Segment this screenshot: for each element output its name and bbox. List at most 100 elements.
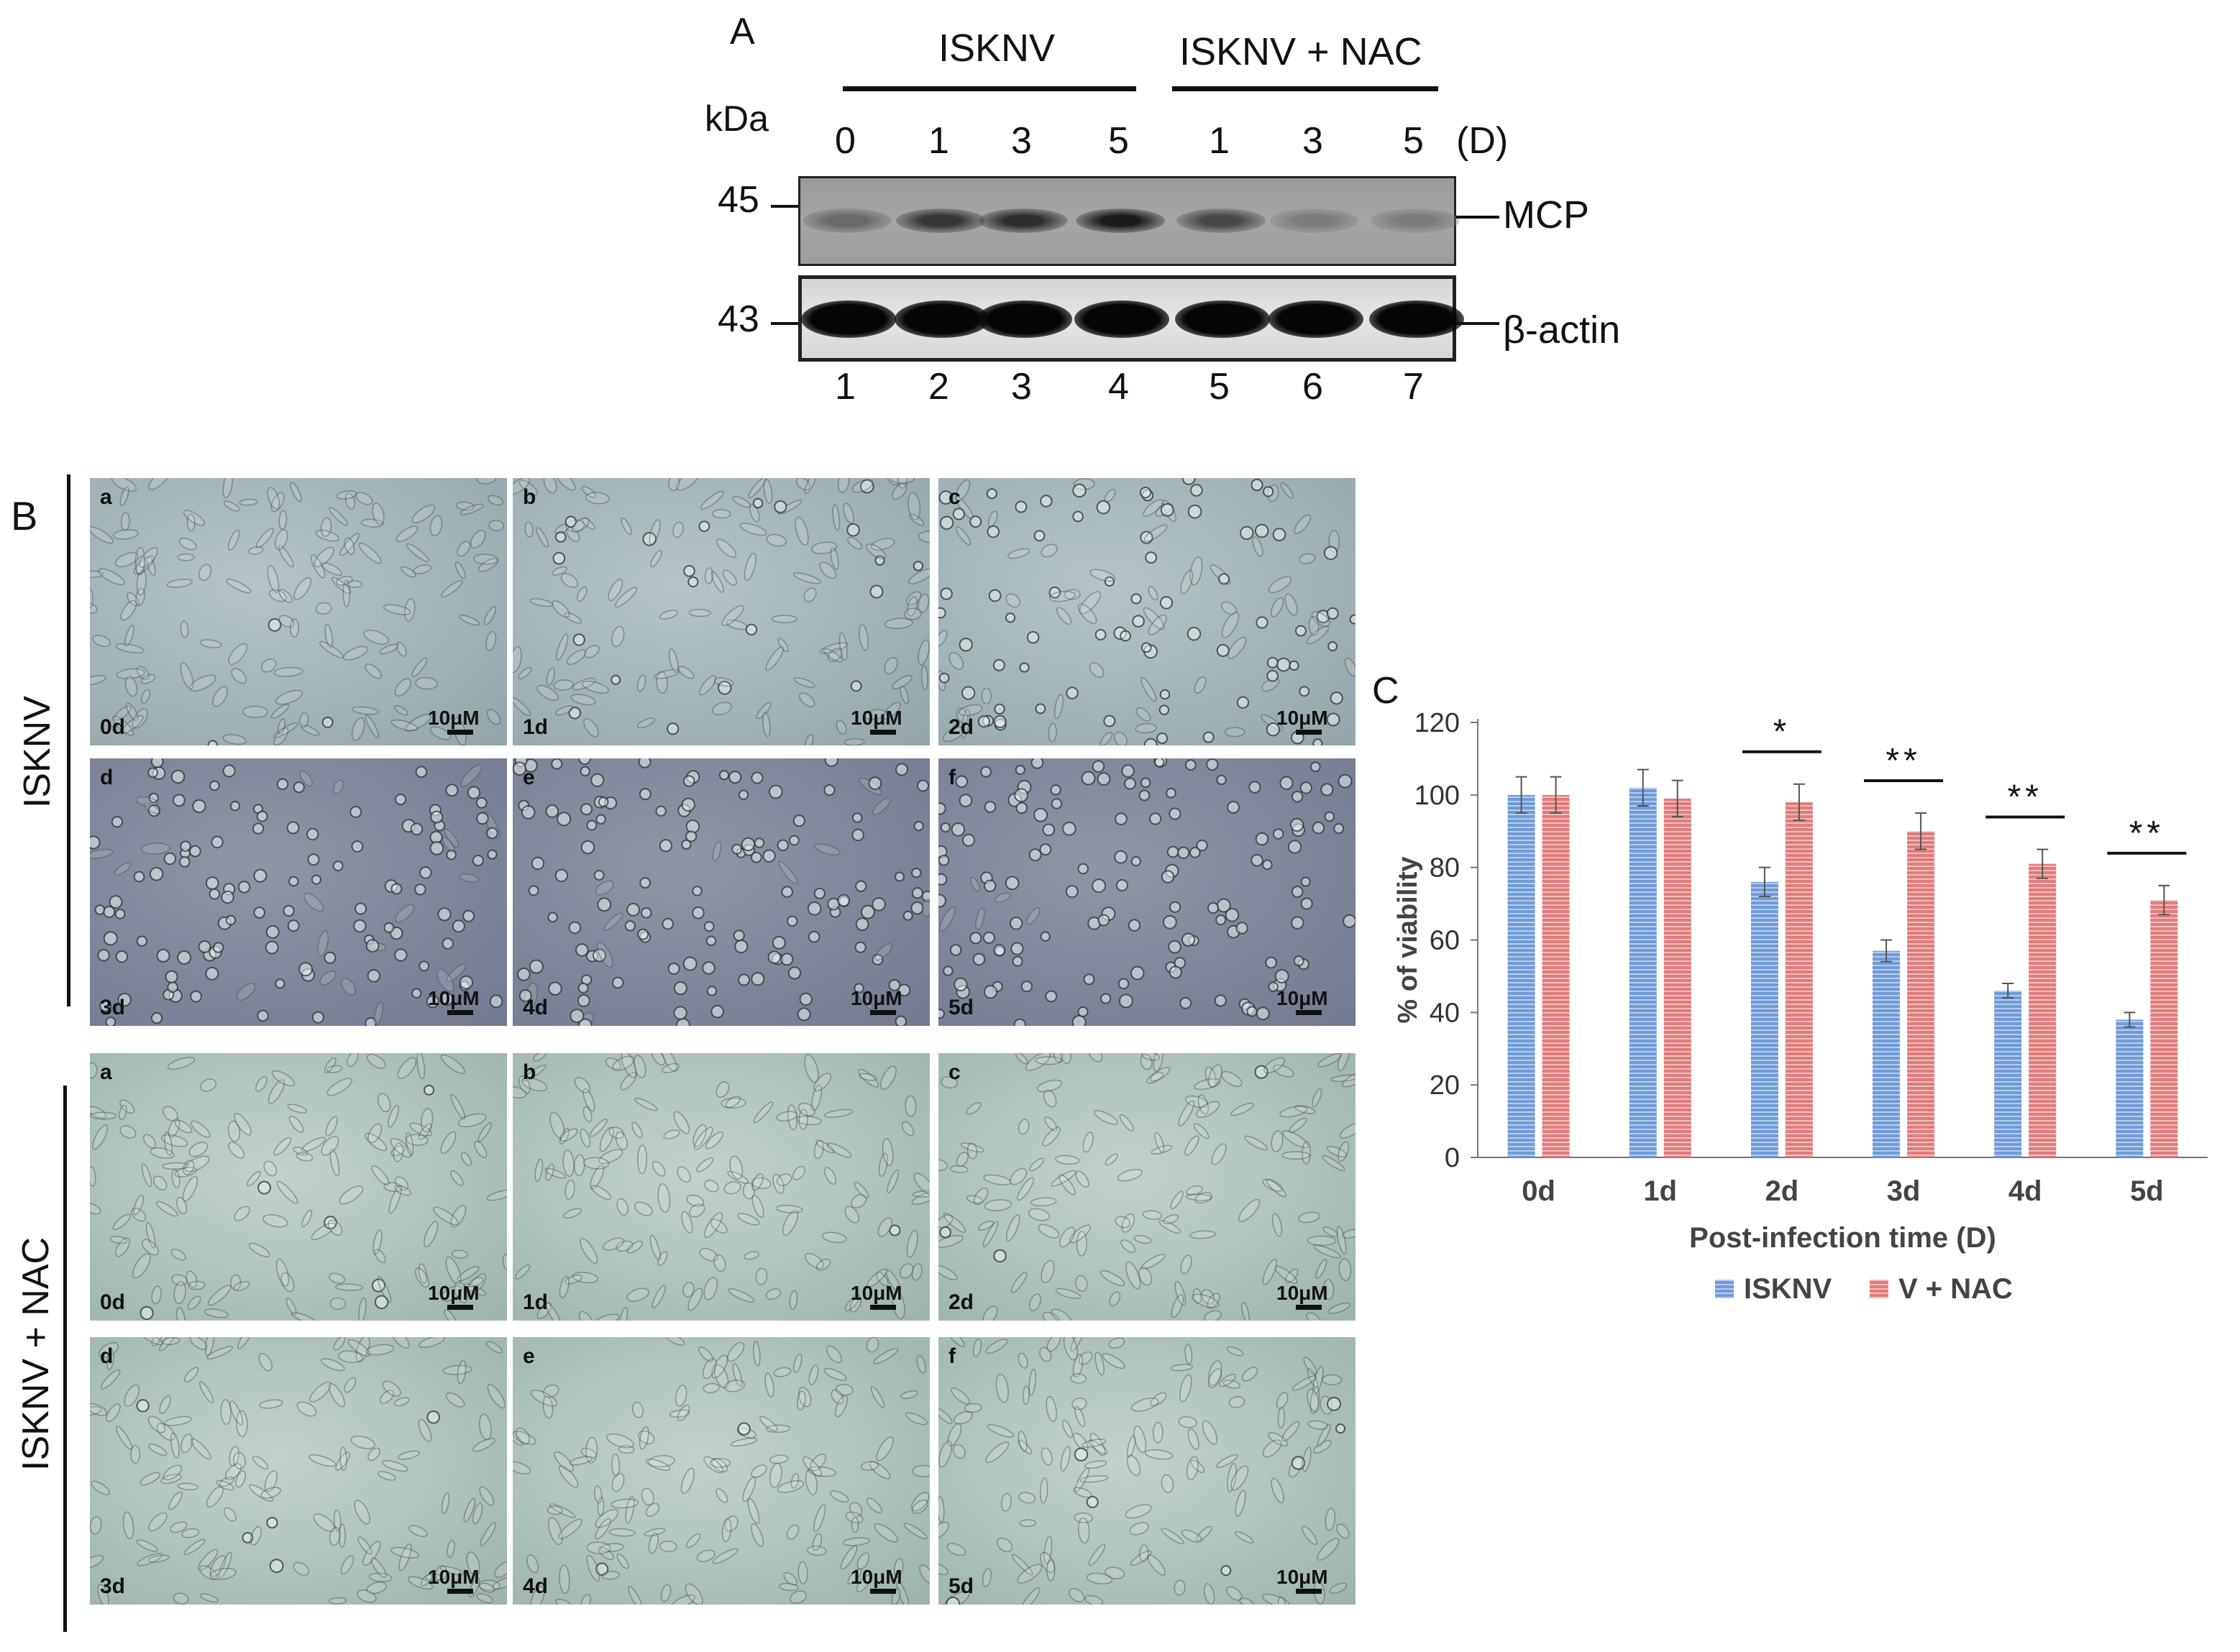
scale-label: 10μM bbox=[428, 1282, 480, 1304]
legend-label: V + NAC bbox=[1898, 1273, 2013, 1305]
cell-texture bbox=[90, 1337, 507, 1605]
actin-marker-line bbox=[1456, 322, 1499, 325]
scale-bar bbox=[870, 1589, 896, 1594]
micrograph-letter: c bbox=[948, 1060, 961, 1084]
micrograph-time: 2d bbox=[948, 1290, 974, 1314]
micrograph-time: 5d bbox=[948, 1574, 974, 1598]
bar-v-nac bbox=[2150, 900, 2178, 1157]
scale-label: 10μM bbox=[428, 707, 480, 729]
micrograph-isknv-c: c 2d 10μM bbox=[938, 478, 1356, 745]
significance-marker: ** bbox=[2008, 778, 2043, 816]
lane-number: 5 bbox=[1209, 366, 1230, 408]
actin-blot bbox=[798, 275, 1464, 362]
bar-v-nac bbox=[1785, 802, 1813, 1157]
bar-isknv bbox=[1750, 881, 1778, 1157]
lane-number: 2 bbox=[928, 366, 949, 408]
y-tick-label: 80 bbox=[1430, 853, 1460, 884]
micrograph-nac-f: f 5d 10μM bbox=[938, 1337, 1356, 1605]
scale-label: 10μM bbox=[851, 987, 902, 1009]
micrograph-letter: e bbox=[523, 1344, 535, 1368]
bar-isknv bbox=[1629, 787, 1657, 1157]
bar-isknv bbox=[1994, 991, 2022, 1157]
mw-45: 45 bbox=[718, 179, 759, 221]
mcp-band bbox=[1176, 208, 1266, 233]
scale-bar bbox=[1296, 1589, 1322, 1594]
actin-label: β-actin bbox=[1503, 308, 1621, 352]
cell-texture bbox=[90, 1053, 507, 1321]
legend-swatch bbox=[1715, 1280, 1734, 1298]
micrograph-isknv-a: a 0d 10μM bbox=[90, 478, 507, 745]
x-tick-label: 1d bbox=[1643, 1175, 1677, 1207]
micrograph-letter: f bbox=[948, 766, 956, 789]
micrograph-time: 0d bbox=[100, 715, 126, 739]
actin-band bbox=[1175, 300, 1270, 338]
scale-bar bbox=[1296, 1010, 1322, 1015]
x-tick-label: 4d bbox=[2008, 1175, 2042, 1207]
micrograph-time: 4d bbox=[523, 1574, 549, 1598]
cell-texture bbox=[513, 1337, 930, 1605]
mw-tick-45 bbox=[771, 205, 800, 208]
cell-texture bbox=[90, 758, 503, 1026]
cell-texture bbox=[513, 478, 930, 745]
panel-a-letter: A bbox=[730, 11, 755, 52]
micrograph-letter: b bbox=[523, 485, 536, 509]
scale-bar bbox=[870, 1010, 896, 1015]
significance-marker: ** bbox=[2129, 814, 2164, 853]
day-label: 3 bbox=[1302, 120, 1323, 162]
y-tick-label: 120 bbox=[1414, 708, 1460, 738]
scale-label: 10μM bbox=[1276, 707, 1328, 729]
lane-number: 3 bbox=[1011, 366, 1032, 408]
scale-label: 10μM bbox=[851, 707, 902, 729]
day-label: 0 bbox=[835, 120, 856, 162]
micrograph-nac-a: a 0d 10μM bbox=[90, 1053, 507, 1321]
cell-texture bbox=[938, 1337, 1350, 1605]
micrograph-isknv-f: f 5d 10μM bbox=[938, 758, 1356, 1026]
day-label: 1 bbox=[928, 120, 949, 162]
viability-chart: 0 20 40 60 80 100 120 0d 1d 2d * 3d ** 4d ** 5d ** Post-i… bbox=[1393, 708, 2208, 1305]
scale-bar bbox=[870, 730, 896, 735]
lane-number: 4 bbox=[1108, 366, 1129, 408]
cell-texture bbox=[513, 1053, 930, 1321]
y-tick-label: 60 bbox=[1430, 926, 1460, 956]
micrograph-isknv-e: e 4d 10μM bbox=[513, 758, 930, 1026]
micrograph-letter: d bbox=[100, 766, 114, 789]
lane-number: 6 bbox=[1302, 366, 1323, 408]
scale-bar bbox=[447, 1589, 473, 1594]
x-tick-label: 3d bbox=[1887, 1175, 1921, 1207]
group1-vline bbox=[67, 474, 70, 1006]
micrograph-isknv-d: d 3d 10μM bbox=[90, 758, 507, 1026]
scale-bar bbox=[1296, 730, 1322, 735]
scale-bar bbox=[447, 1305, 473, 1310]
y-tick-label: 20 bbox=[1430, 1070, 1460, 1101]
legend-label: ISKNV bbox=[1744, 1273, 1832, 1305]
micrograph-time: 1d bbox=[523, 715, 549, 739]
significance-marker: ** bbox=[1885, 742, 1921, 780]
mw-43: 43 bbox=[718, 298, 759, 340]
day-label: 1 bbox=[1209, 120, 1230, 162]
actin-band bbox=[1074, 300, 1169, 338]
x-tick-label: 5d bbox=[2130, 1175, 2164, 1207]
scale-label: 10μM bbox=[428, 1566, 480, 1588]
micrograph-time: 0d bbox=[100, 1290, 126, 1314]
cell-texture bbox=[938, 758, 1356, 1026]
panel-b-letter: B bbox=[11, 493, 38, 538]
scale-label: 10μM bbox=[1276, 987, 1328, 1009]
group2-vline bbox=[63, 1086, 67, 1632]
y-tick-label: 40 bbox=[1430, 998, 1460, 1028]
bar-v-nac bbox=[2029, 863, 2057, 1157]
scale-bar bbox=[447, 730, 473, 735]
actin-band bbox=[1268, 300, 1363, 338]
micrograph-time: 5d bbox=[948, 996, 974, 1019]
scale-bar bbox=[447, 1010, 473, 1015]
group1-bracket bbox=[843, 86, 1136, 91]
micrograph-time: 3d bbox=[100, 1574, 126, 1598]
bar-v-nac bbox=[1907, 831, 1935, 1157]
lane-number: 1 bbox=[835, 366, 856, 408]
mcp-band bbox=[1270, 208, 1359, 233]
mcp-band bbox=[896, 208, 985, 233]
mcp-label: MCP bbox=[1503, 193, 1589, 237]
day-label: 5 bbox=[1403, 120, 1424, 162]
cell-texture bbox=[938, 478, 1356, 745]
y-tick-label: 100 bbox=[1414, 781, 1460, 811]
micrograph-nac-b: b 1d 10μM bbox=[513, 1053, 930, 1321]
